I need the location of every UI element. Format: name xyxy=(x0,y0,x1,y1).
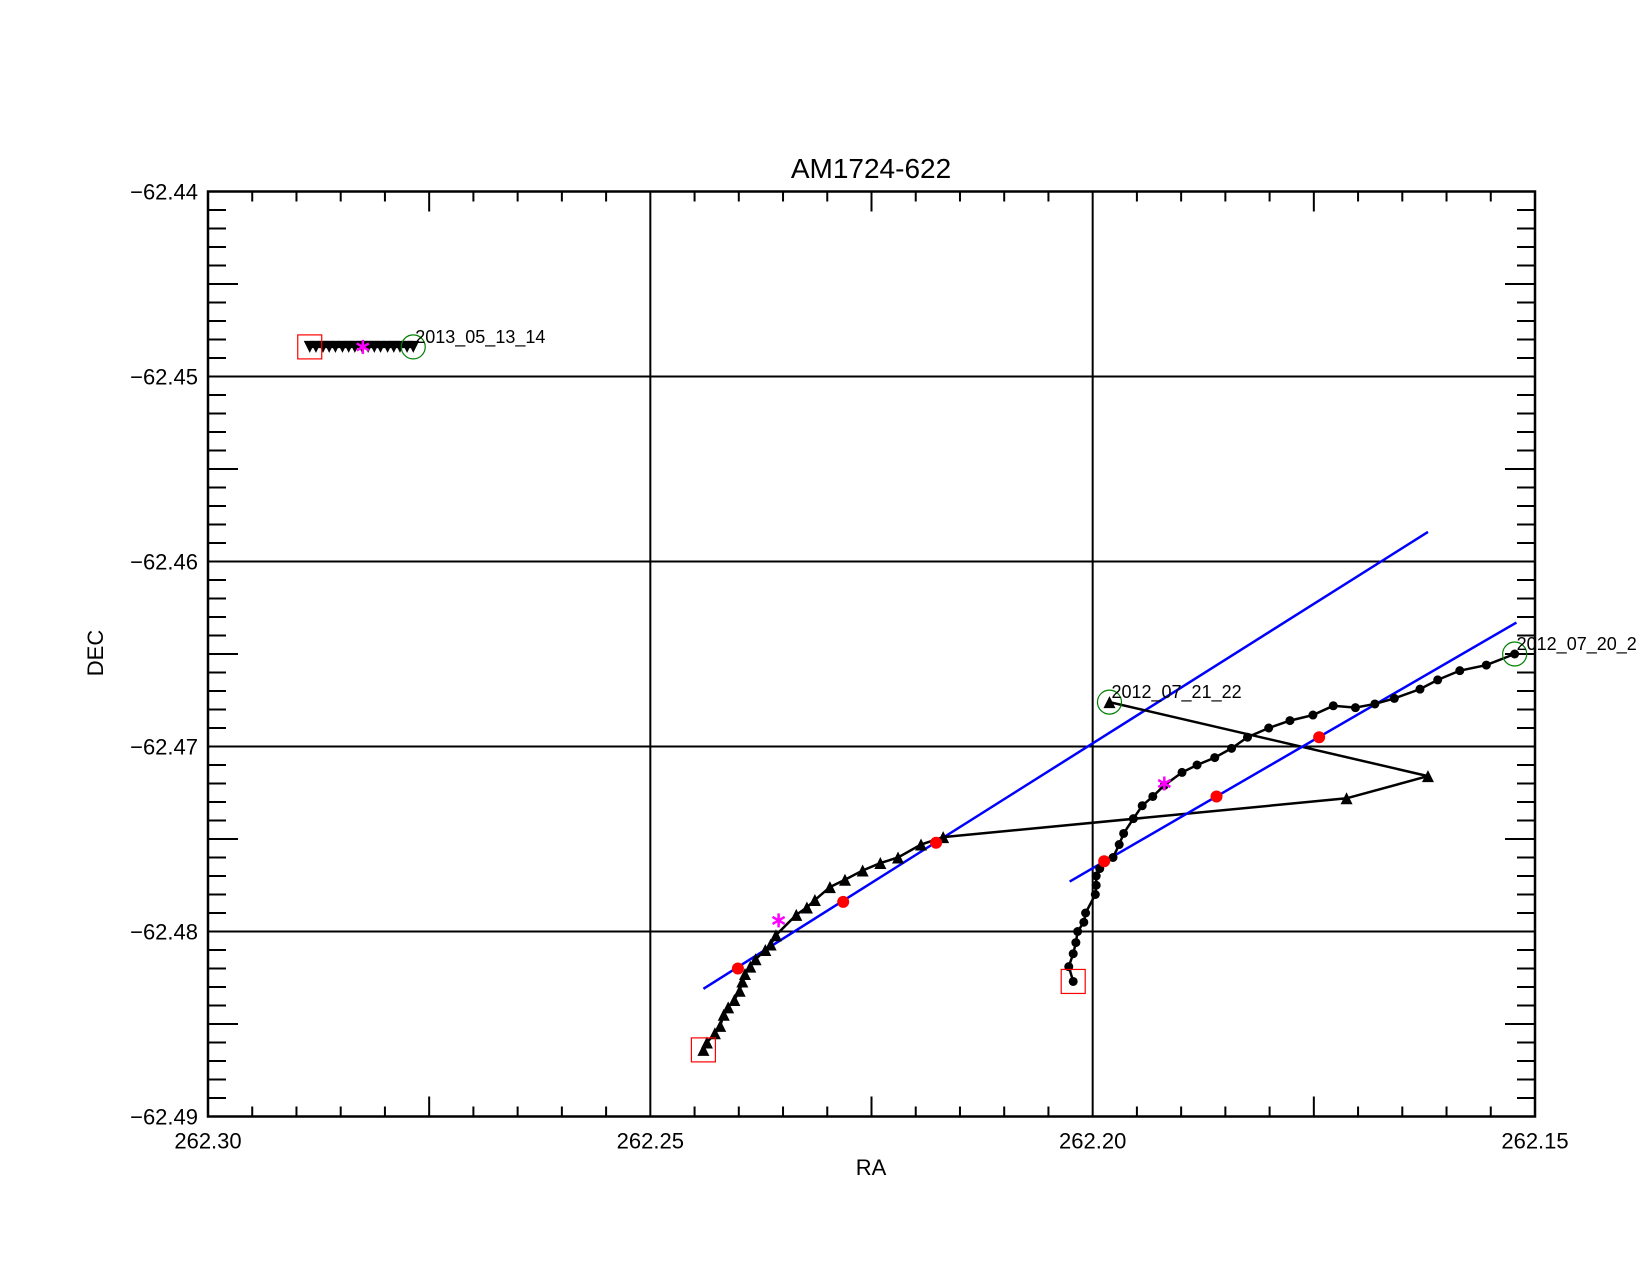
fit-line xyxy=(1069,621,1518,883)
fit-point xyxy=(1210,790,1223,803)
point xyxy=(708,1027,721,1040)
point xyxy=(700,1036,713,1049)
y-tick-label: −62.46 xyxy=(130,550,198,575)
asterisk-stroke xyxy=(1157,778,1172,789)
point xyxy=(744,960,757,973)
point xyxy=(1264,723,1274,733)
point xyxy=(1350,703,1360,713)
start-marker xyxy=(297,334,323,360)
start-marker xyxy=(1060,968,1086,995)
point xyxy=(722,1001,735,1014)
point xyxy=(736,975,749,988)
point xyxy=(838,873,851,886)
y-tick-label: −62.49 xyxy=(130,1105,198,1130)
track-line xyxy=(702,700,1429,1051)
point xyxy=(733,984,746,997)
point xyxy=(728,993,741,1006)
asterisk-stroke xyxy=(356,342,370,352)
point xyxy=(823,881,836,894)
point xyxy=(764,938,777,951)
track-label: 2013_05_13_14 xyxy=(415,327,545,348)
y-tick-label: −62.44 xyxy=(130,180,198,205)
point xyxy=(790,908,803,921)
point xyxy=(808,894,821,907)
point xyxy=(800,901,813,914)
point xyxy=(1227,743,1237,753)
point xyxy=(1137,801,1147,811)
fit-point xyxy=(731,962,744,975)
point xyxy=(1068,949,1078,959)
y-tick-label: −62.45 xyxy=(130,365,198,390)
point xyxy=(892,851,905,864)
point xyxy=(1370,699,1380,709)
point xyxy=(1091,880,1101,890)
point xyxy=(407,340,420,353)
chart-title: AM1724-622 xyxy=(791,153,951,184)
point xyxy=(1128,814,1138,824)
point xyxy=(1433,675,1443,685)
point xyxy=(1068,976,1078,986)
point xyxy=(1103,696,1116,709)
point xyxy=(717,1008,730,1021)
end-marker xyxy=(400,334,426,360)
fit-line xyxy=(702,530,1429,990)
fit-point xyxy=(1098,855,1111,868)
y-tick-label: −62.47 xyxy=(130,735,198,760)
point xyxy=(1073,927,1083,936)
point xyxy=(1455,666,1465,676)
point xyxy=(1081,908,1091,918)
fit-point xyxy=(1313,731,1326,744)
point xyxy=(1071,938,1081,948)
point xyxy=(1091,871,1101,881)
end-marker xyxy=(1096,689,1123,715)
start-marker xyxy=(690,1037,717,1063)
point xyxy=(1328,701,1338,711)
x-axis-label: RA xyxy=(856,1155,887,1180)
point xyxy=(1090,890,1100,899)
track-label: 2012_07_20_2 xyxy=(1517,634,1637,655)
x-tick-label: 262.25 xyxy=(617,1129,684,1154)
point xyxy=(769,929,782,942)
point xyxy=(1389,693,1399,703)
point xyxy=(1148,791,1158,801)
x-tick-label: 262.20 xyxy=(1059,1129,1126,1154)
point xyxy=(1192,760,1202,770)
highlight-point xyxy=(356,339,370,354)
fit-point xyxy=(930,836,943,849)
y-axis-label: DEC xyxy=(83,630,108,677)
point xyxy=(714,1019,727,1032)
track-label: 2012_07_21_22 xyxy=(1111,682,1241,703)
point xyxy=(1210,753,1220,763)
point xyxy=(1340,792,1353,805)
point xyxy=(1415,684,1425,694)
highlight-point xyxy=(1157,776,1172,791)
point xyxy=(1308,710,1318,720)
y-tick-label: −62.48 xyxy=(130,920,198,945)
point xyxy=(856,864,869,877)
point xyxy=(1421,770,1434,783)
point xyxy=(749,953,762,966)
point xyxy=(697,1043,710,1056)
fit-point xyxy=(837,895,850,908)
point xyxy=(1285,716,1295,726)
point xyxy=(1079,917,1089,927)
point xyxy=(915,838,928,851)
point xyxy=(1177,767,1187,777)
point xyxy=(1114,840,1124,850)
asterisk-stroke xyxy=(771,915,786,925)
point xyxy=(874,857,887,870)
point xyxy=(1481,660,1491,670)
point xyxy=(738,968,751,981)
point xyxy=(1510,649,1520,659)
point xyxy=(1242,732,1252,742)
highlight-point xyxy=(771,913,786,928)
point xyxy=(1119,828,1129,838)
x-tick-label: 262.30 xyxy=(174,1129,241,1154)
point xyxy=(1108,853,1118,862)
end-marker xyxy=(1502,641,1528,667)
plot-frame xyxy=(206,190,1537,1118)
x-tick-label: 262.15 xyxy=(1501,1129,1568,1154)
